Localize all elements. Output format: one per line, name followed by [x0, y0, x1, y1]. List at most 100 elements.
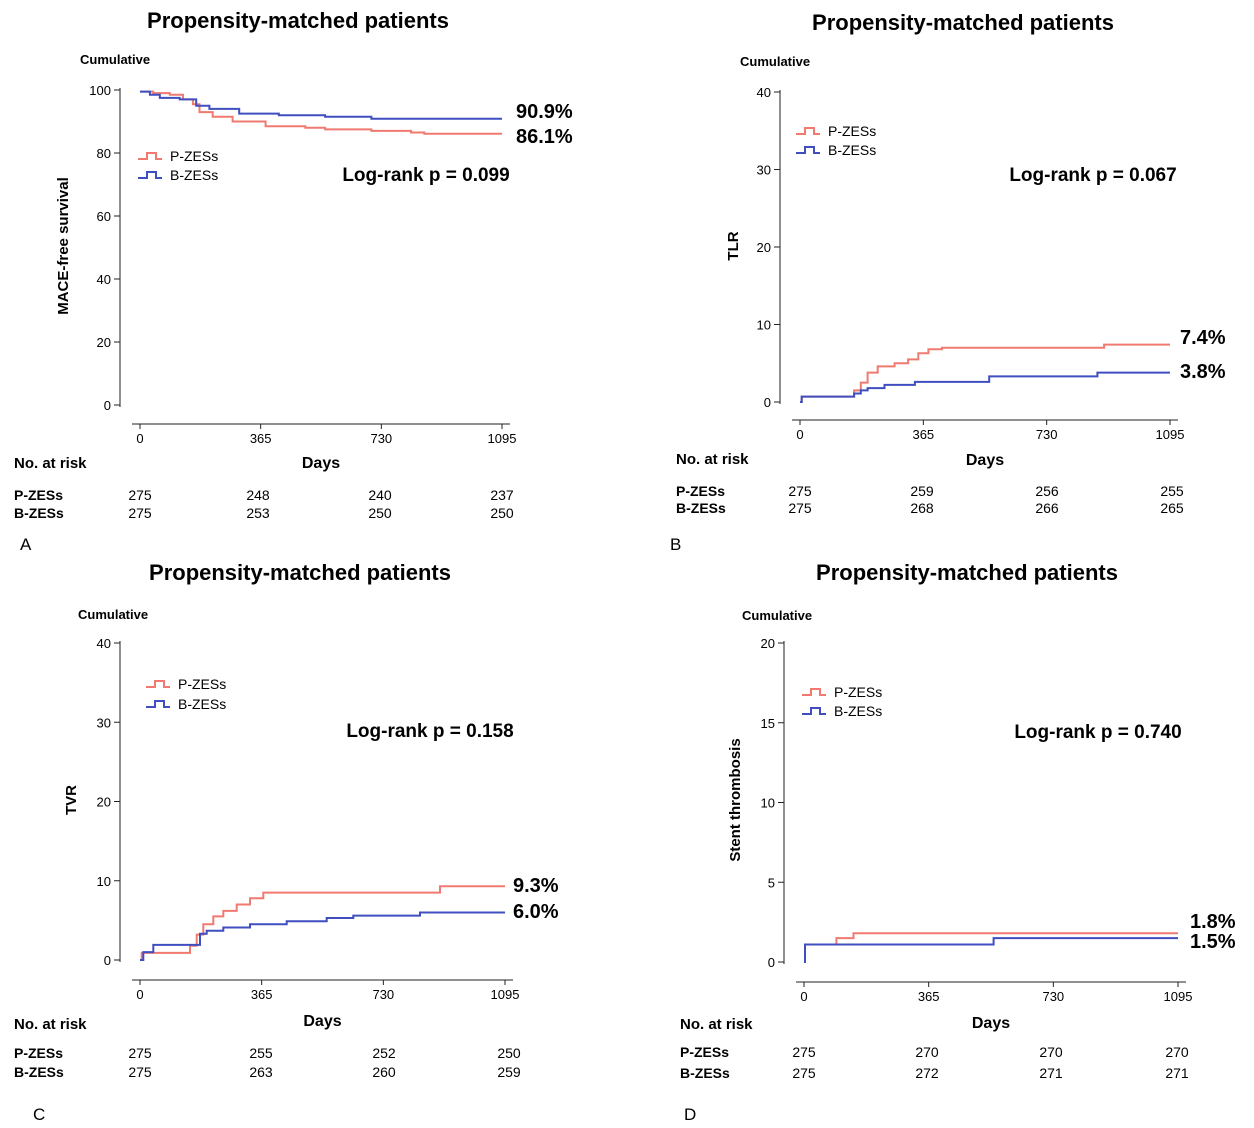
panel-d-y-tick-label: 5: [768, 875, 775, 890]
panel-b-risk-row-label: P-ZESs: [676, 483, 725, 499]
panel-d-risk-value: 270: [1039, 1044, 1063, 1060]
panel-b-y-tick-label: 20: [757, 240, 771, 255]
panel-a-risk-value: 237: [490, 487, 514, 503]
panel-d-series-b-zess-line: [804, 937, 1178, 963]
panel-c-y-tick-label: 40: [97, 636, 111, 651]
panel-b-logrank: Log-rank p = 0.067: [1009, 165, 1176, 186]
panel-b-risk-value: 265: [1160, 500, 1184, 516]
panel-a-risk-value: 248: [246, 487, 270, 503]
panel-d-title: Propensity-matched patients: [816, 560, 1118, 585]
panel-d-risk-value: 272: [915, 1065, 939, 1081]
panel-d-legend-label-b-zess: B-ZESs: [834, 703, 882, 719]
panel-b-legend-label-p-zess: P-ZESs: [828, 123, 876, 139]
panel-c-y-tick-label: 30: [97, 715, 111, 730]
panel-b-risk-value: 275: [788, 500, 812, 516]
panel-c-risk-value: 263: [249, 1064, 273, 1080]
panel-b-legend-swatch-p-zess: [796, 127, 820, 135]
panel-c-y-axis-label: TVR: [63, 785, 80, 815]
panel-d-logrank: Log-rank p = 0.740: [1014, 722, 1181, 743]
panel-b-x-tick-label: 0: [796, 427, 803, 442]
panel-b-y-tick-label: 40: [757, 85, 771, 100]
panel-a-legend-swatch-p-zess: [138, 152, 162, 160]
panel-d-y-tick-label: 20: [761, 636, 775, 651]
panel-a-risk-value: 250: [368, 505, 392, 521]
panel-a-series-b-zess-line: [140, 90, 502, 120]
panel-d-risk-row-label: B-ZESs: [680, 1065, 730, 1081]
panel-d-risk-value: 270: [915, 1044, 939, 1060]
panel-b-risk-header: No. at risk: [676, 451, 749, 468]
panel-b-risk-value: 259: [910, 483, 934, 499]
panel-c-legend-label-b-zess: B-ZESs: [178, 696, 226, 712]
panel-a-x-axis-label: Days: [302, 455, 340, 472]
panel-d-cumulative-label: Cumulative: [742, 608, 812, 623]
panel-c-legend-label-p-zess: P-ZESs: [178, 676, 226, 692]
panel-d-letter: D: [684, 1105, 696, 1123]
panel-b-legend-label-b-zess: B-ZESs: [828, 142, 876, 158]
panel-a-risk-value: 250: [490, 505, 514, 521]
panel-c-x-tick-label: 365: [251, 987, 273, 1002]
panel-c-y-tick-label: 20: [97, 795, 111, 810]
panel-b-risk-value: 275: [788, 483, 812, 499]
panel-d-y-axis-label: Stent thrombosis: [727, 738, 744, 861]
panel-c-risk-value: 275: [128, 1045, 152, 1061]
panel-c-risk-value: 260: [372, 1064, 396, 1080]
panel-d-x-tick-label: 1095: [1164, 989, 1193, 1004]
panel-d-risk-row-label: P-ZESs: [680, 1044, 729, 1060]
panel-c-risk-value: 259: [497, 1064, 521, 1080]
panel-a-x-tick-label: 730: [370, 431, 392, 446]
panel-a-y-axis-label: MACE-free survival: [55, 177, 72, 315]
panel-b-y-tick-label: 30: [757, 163, 771, 178]
panel-d-risk-value: 270: [1165, 1044, 1189, 1060]
panel-c-series-p-zess-line: [140, 885, 505, 961]
panel-c-risk-row-label: B-ZESs: [14, 1064, 64, 1080]
panel-b-end-label-p-zess: 7.4%: [1180, 327, 1226, 349]
panel-a-risk-header: No. at risk: [14, 455, 87, 472]
panel-a-title: Propensity-matched patients: [147, 8, 449, 33]
panel-d-x-tick-label: 730: [1042, 989, 1064, 1004]
panel-a-risk-value: 240: [368, 487, 392, 503]
panel-d-y-tick-label: 0: [768, 955, 775, 970]
panel-d-x-tick-label: 0: [800, 989, 807, 1004]
panel-b-letter: B: [670, 535, 681, 554]
panel-c-risk-value: 252: [372, 1045, 396, 1061]
panel-b-cumulative-label: Cumulative: [740, 54, 810, 69]
panel-a-series-p-zess-line: [140, 90, 502, 135]
panel-c-series-b-zess-line: [140, 911, 505, 961]
panel-a-x-tick-label: 0: [136, 431, 143, 446]
panel-b-x-tick-label: 365: [912, 427, 934, 442]
panel-b-risk-value: 256: [1035, 483, 1059, 499]
panel-d-x-tick-label: 365: [918, 989, 940, 1004]
panel-c-end-label-b-zess: 6.0%: [513, 901, 559, 923]
panel-b-x-axis-label: Days: [966, 452, 1004, 469]
panel-c-x-axis-label: Days: [303, 1013, 341, 1030]
panel-a-end-label-p-zess: 86.1%: [516, 126, 573, 148]
panel-d-y-tick-label: 15: [761, 716, 775, 731]
panel-d-legend-swatch-p-zess: [802, 688, 826, 696]
panel-a-cumulative-label: Cumulative: [80, 52, 150, 67]
panel-a-logrank: Log-rank p = 0.099: [342, 165, 509, 186]
panel-c-y-tick-label: 0: [104, 953, 111, 968]
panel-c-logrank: Log-rank p = 0.158: [346, 721, 513, 742]
panel-b-end-label-b-zess: 3.8%: [1180, 361, 1226, 383]
panel-a-end-label-b-zess: 90.9%: [516, 101, 573, 123]
panel-c-y-tick-label: 10: [97, 874, 111, 889]
panel-d-risk-value: 271: [1165, 1065, 1189, 1081]
panel-d-end-label-b-zess: 1.5%: [1190, 931, 1236, 953]
panel-c-risk-value: 250: [497, 1045, 521, 1061]
panel-a-x-tick-label: 1095: [488, 431, 517, 446]
panel-b-risk-row-label: B-ZESs: [676, 500, 726, 516]
panel-d-risk-value: 271: [1039, 1065, 1063, 1081]
panel-a-y-tick-label: 40: [97, 272, 111, 287]
panel-a-y-tick-label: 60: [97, 209, 111, 224]
panel-a-risk-value: 275: [128, 505, 152, 521]
panel-a-legend-swatch-b-zess: [138, 171, 162, 179]
panel-a-legend-label-p-zess: P-ZESs: [170, 148, 218, 164]
panel-a-legend-label-b-zess: B-ZESs: [170, 167, 218, 183]
panel-b-x-tick-label: 730: [1036, 427, 1058, 442]
panel-a-letter: A: [20, 535, 32, 554]
panel-d-y-tick-label: 10: [761, 796, 775, 811]
panel-b-risk-value: 255: [1160, 483, 1184, 499]
panel-c-risk-value: 255: [249, 1045, 273, 1061]
panel-b-legend-swatch-b-zess: [796, 146, 820, 154]
